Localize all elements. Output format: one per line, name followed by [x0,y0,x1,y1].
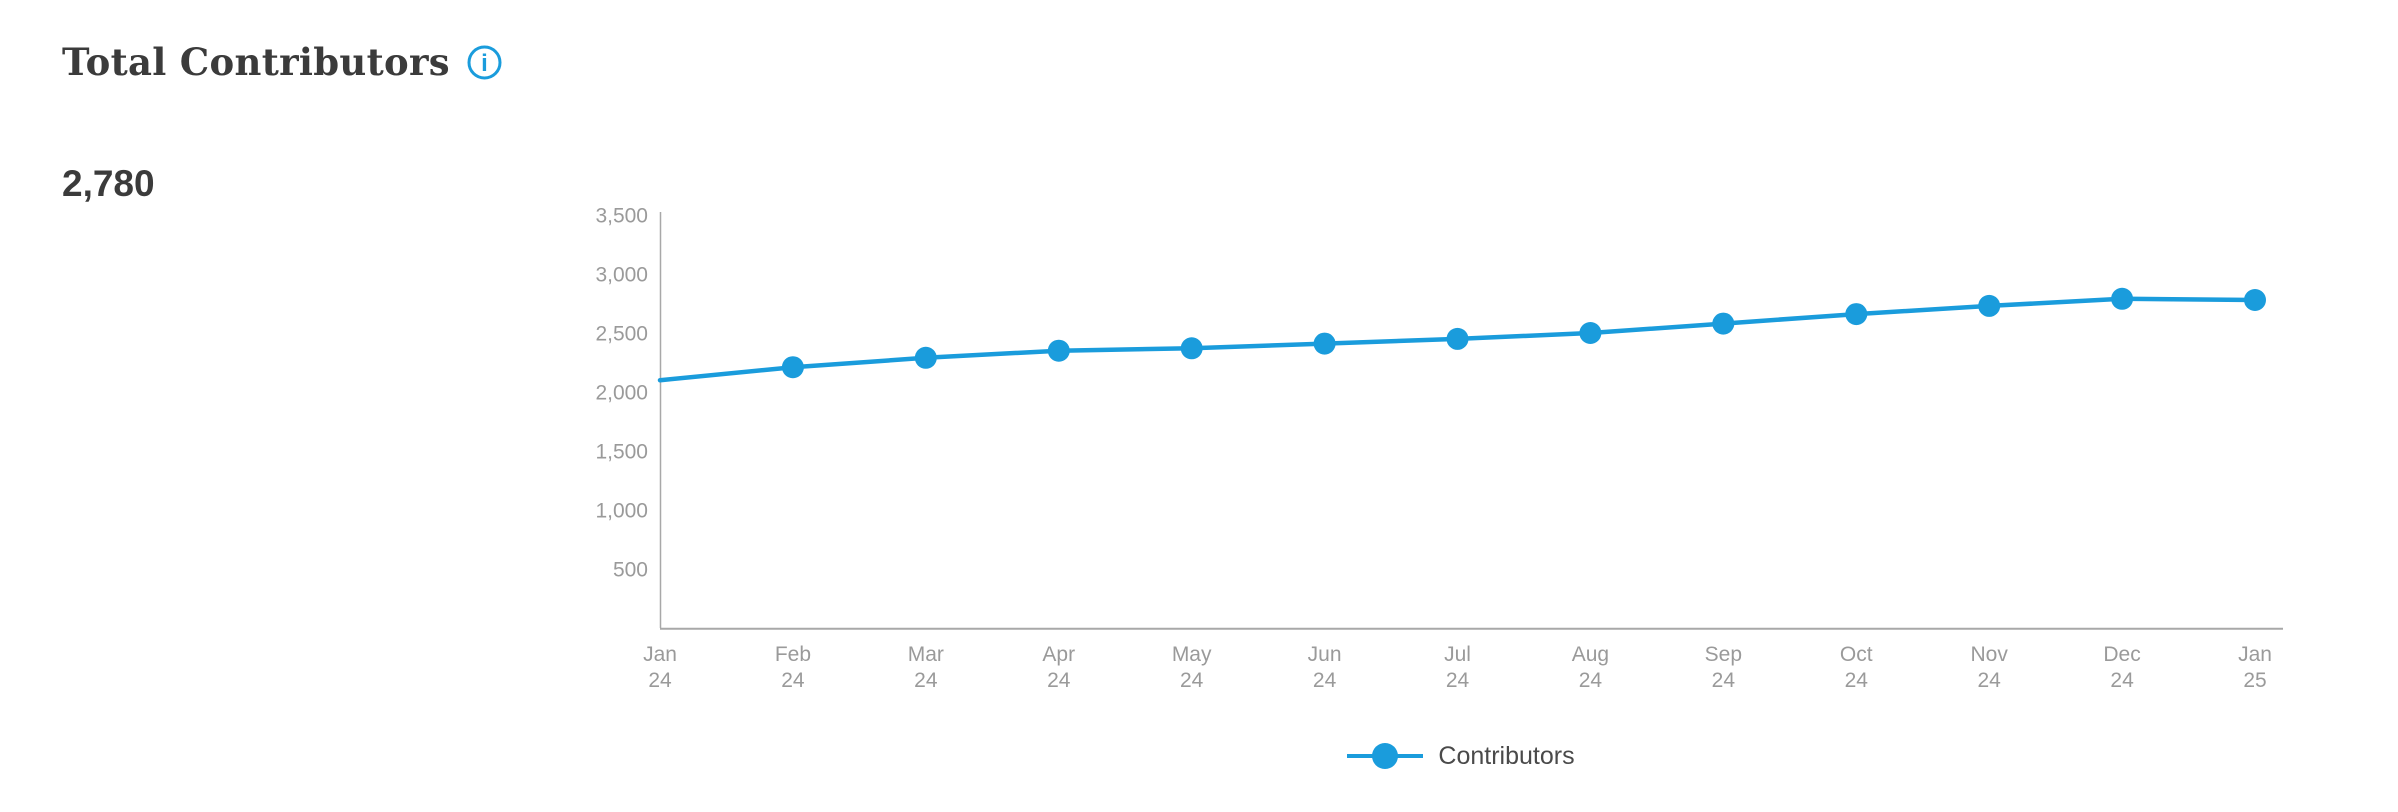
x-axis-tick-label: Apr 24 [1042,643,1075,692]
contributors-line-chart: 500 1,000 1,500 2,000 2,500 3,000 3,500 Jan 24 Fe… [595,205,2283,692]
x-axis-tick-label: Oct 24 [1840,643,1873,692]
x-axis-tick-label: Jul 24 [1444,643,1471,692]
x-axis-tick-label: Sep 24 [1705,643,1742,692]
data-point-marker[interactable] [1712,312,1735,335]
svg-text:i: i [481,50,488,77]
data-point-marker[interactable] [2244,289,2266,311]
data-point-marker[interactable] [1180,337,1203,360]
x-axis-tick-label: Jun 24 [1308,643,1342,692]
card-header: Total Contributors i [62,42,503,83]
data-point-marker[interactable] [781,356,804,379]
y-axis-tick-label: 1,500 [595,441,648,464]
x-axis-tick-label: Feb 24 [775,643,811,692]
legend-marker-icon [1347,743,1424,769]
data-point-marker[interactable] [1579,322,1602,344]
y-axis-tick-label: 500 [613,559,648,582]
legend[interactable]: Contributors [560,736,2360,776]
line-chart-area[interactable]: 500 1,000 1,500 2,000 2,500 3,000 3,500 Jan 24 Fe… [560,130,2360,710]
x-axis-tick-label: Nov 24 [1970,643,2008,692]
data-point-marker[interactable] [1845,303,1868,326]
y-axis-tick-label: 3,000 [595,264,648,287]
kpi-value: 2,780 [62,163,155,204]
data-point-marker[interactable] [1047,339,1070,362]
data-point-marker[interactable] [1446,327,1469,350]
y-axis-tick-label: 1,000 [595,500,648,523]
data-point-marker[interactable] [2111,287,2134,310]
page-title: Total Contributors [62,40,450,84]
x-axis-tick-label: May 24 [1172,643,1212,692]
y-axis-tick-label: 2,000 [595,382,648,405]
info-icon[interactable]: i [466,44,503,81]
x-axis-tick-label: Jan 25 [2238,643,2272,692]
data-point-marker[interactable] [1313,332,1336,355]
data-point-marker[interactable] [1978,294,2001,317]
x-axis-tick-label: Mar 24 [908,643,944,692]
x-axis-tick-label: Jan 24 [643,643,677,692]
y-axis-tick-label: 2,500 [595,323,648,346]
legend-label: Contributors [1438,741,1575,770]
x-axis-tick-label: Dec 24 [2103,643,2140,692]
x-axis-tick-label: Aug 24 [1572,643,1609,692]
data-point-marker[interactable] [914,346,937,369]
y-axis-tick-label: 3,500 [595,205,648,228]
